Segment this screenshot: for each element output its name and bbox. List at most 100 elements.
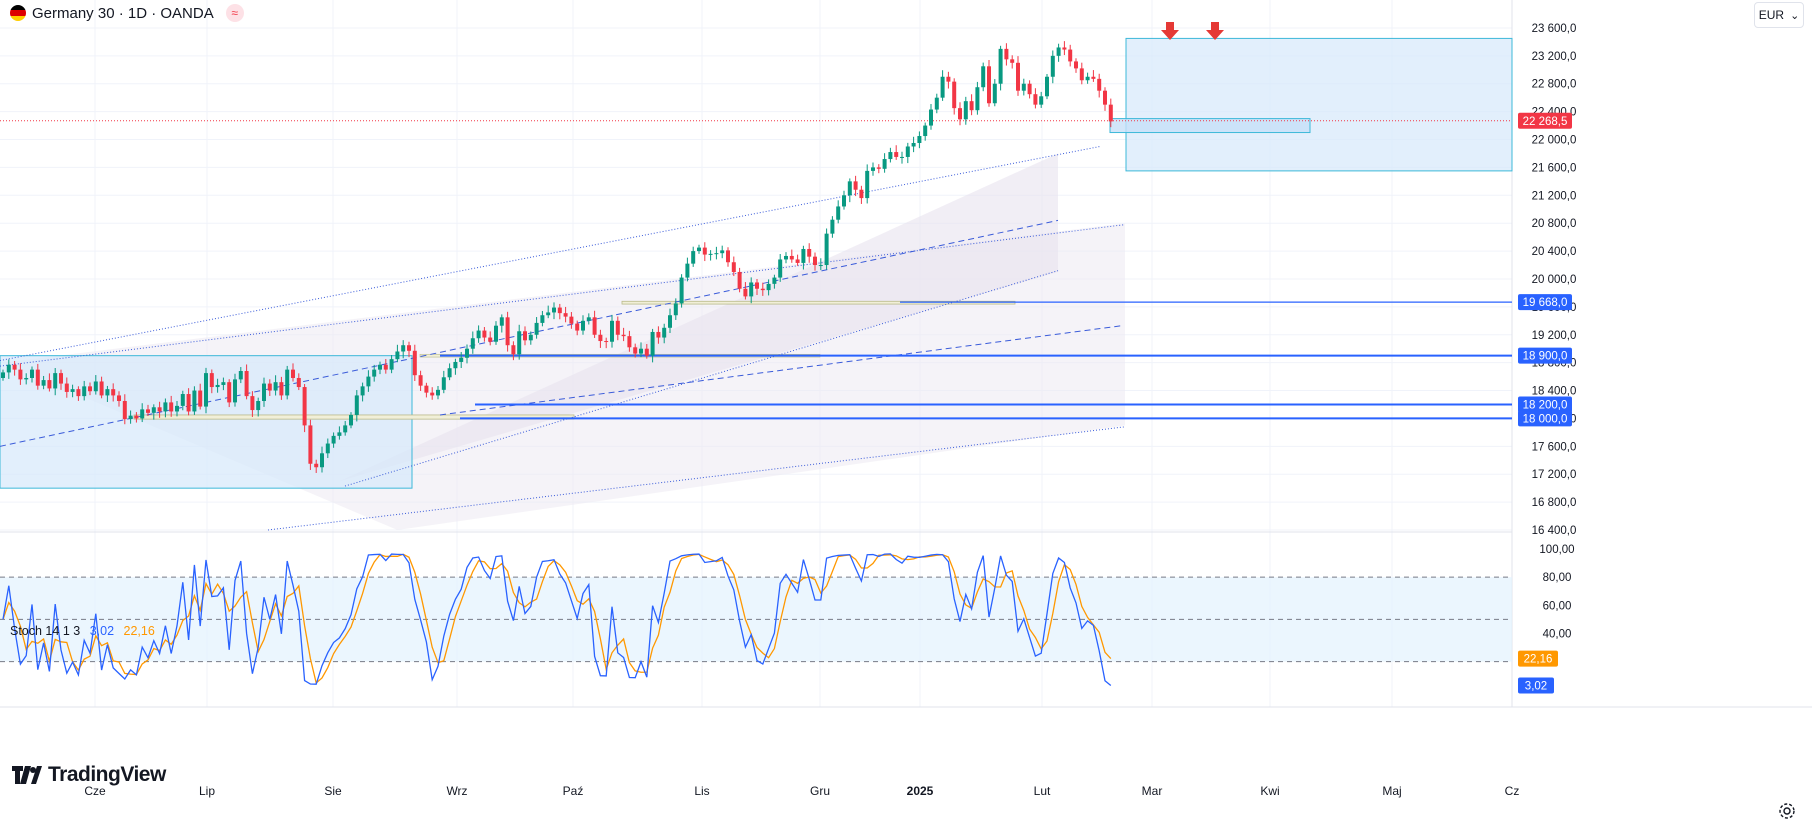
candle bbox=[1085, 72, 1090, 84]
price-tick-label: 17 200,0 bbox=[1532, 469, 1577, 481]
candle bbox=[720, 245, 725, 259]
currency-selector[interactable]: EUR ⌄ bbox=[1754, 2, 1804, 28]
candle-body bbox=[1103, 90, 1107, 105]
candle bbox=[128, 410, 133, 424]
candle-body bbox=[175, 405, 179, 412]
candle-body bbox=[1108, 104, 1113, 122]
price-tick-label: 23 600,0 bbox=[1532, 23, 1577, 35]
symbol-header[interactable]: Germany 30 · 1D · OANDA ≈ bbox=[10, 4, 244, 22]
candle bbox=[134, 412, 139, 423]
time-axis-label: Paź bbox=[563, 784, 584, 798]
candle bbox=[668, 308, 672, 334]
candle bbox=[789, 249, 794, 263]
candle bbox=[47, 373, 52, 392]
candle-body bbox=[453, 361, 458, 369]
candle-body bbox=[1039, 96, 1044, 105]
candle-body bbox=[534, 322, 539, 335]
candle bbox=[702, 242, 707, 262]
candle-body bbox=[1045, 76, 1049, 97]
price-tick-label: 20 800,0 bbox=[1532, 218, 1577, 230]
gear-icon[interactable] bbox=[1778, 802, 1796, 820]
candle-body bbox=[35, 369, 40, 386]
candle-body bbox=[644, 348, 649, 356]
candle-body bbox=[122, 401, 127, 420]
chevron-down-icon: ⌄ bbox=[1790, 9, 1800, 22]
candle bbox=[157, 401, 162, 418]
candle-body bbox=[946, 76, 951, 82]
candle bbox=[256, 397, 261, 417]
arrow-down-icon bbox=[1161, 22, 1179, 40]
candle-body bbox=[262, 383, 266, 401]
candle-body bbox=[743, 288, 748, 297]
stoch-tick-label: 60,00 bbox=[1543, 600, 1572, 612]
candle-body bbox=[795, 259, 800, 263]
candle bbox=[343, 421, 348, 436]
candle bbox=[807, 243, 812, 263]
candle bbox=[320, 446, 324, 473]
candle bbox=[830, 216, 835, 238]
candle-body bbox=[47, 380, 52, 389]
time-axis-label: 2025 bbox=[907, 784, 934, 798]
candle bbox=[1016, 56, 1020, 96]
candle bbox=[836, 200, 841, 224]
candle bbox=[685, 257, 690, 282]
candle-body bbox=[1027, 83, 1032, 95]
candle-body bbox=[627, 336, 632, 348]
candle-body bbox=[813, 256, 817, 266]
candle bbox=[1091, 70, 1096, 82]
candle bbox=[1056, 43, 1061, 62]
tradingview-logo[interactable]: TradingView bbox=[12, 763, 166, 787]
candle-body bbox=[784, 255, 788, 260]
candle-body bbox=[1021, 83, 1026, 91]
candle bbox=[673, 298, 678, 320]
candle bbox=[650, 328, 655, 363]
candle-body bbox=[731, 262, 736, 272]
time-axis-label: Sie bbox=[324, 784, 342, 798]
level-label: 18 900,0 bbox=[1523, 351, 1568, 363]
candle bbox=[285, 365, 290, 400]
candle-body bbox=[1085, 76, 1090, 81]
candle bbox=[552, 302, 556, 320]
candle-body bbox=[940, 76, 945, 98]
candle-body bbox=[517, 331, 522, 355]
candle bbox=[163, 398, 168, 418]
candle bbox=[749, 277, 754, 304]
candle-body bbox=[1056, 47, 1061, 56]
candle-body bbox=[204, 373, 208, 407]
candle-body bbox=[610, 320, 614, 342]
candle bbox=[186, 388, 191, 416]
candle bbox=[581, 315, 585, 335]
candle-body bbox=[488, 337, 493, 342]
candle-body bbox=[273, 382, 278, 391]
candle-body bbox=[134, 415, 139, 419]
candle bbox=[267, 379, 272, 396]
candle-body bbox=[726, 250, 730, 263]
candle bbox=[546, 305, 551, 319]
candle bbox=[244, 364, 249, 400]
candle bbox=[180, 390, 185, 411]
candle bbox=[198, 383, 203, 410]
candle bbox=[111, 383, 116, 402]
candle-body bbox=[41, 380, 46, 386]
candle-body bbox=[888, 152, 893, 160]
market-status-icon[interactable]: ≈ bbox=[225, 4, 244, 22]
candle bbox=[911, 136, 916, 153]
candle bbox=[1103, 87, 1107, 111]
stoch-tick-label: 40,00 bbox=[1543, 628, 1572, 640]
candle bbox=[679, 274, 684, 308]
candle bbox=[691, 246, 696, 267]
candle bbox=[946, 71, 951, 89]
level-label-bg bbox=[1518, 396, 1572, 413]
candle-body bbox=[650, 331, 655, 356]
level-label: 18 200,0 bbox=[1523, 399, 1568, 411]
candle bbox=[818, 258, 823, 271]
candle-body bbox=[737, 272, 742, 289]
candle bbox=[1062, 41, 1067, 56]
candle bbox=[540, 310, 545, 327]
stoch-legend[interactable]: Stoch 14 1 3 3,02 22,16 bbox=[10, 624, 155, 638]
candle bbox=[1097, 73, 1102, 98]
symbol-title[interactable]: Germany 30 · 1D · OANDA bbox=[32, 4, 214, 22]
candle-body bbox=[1033, 94, 1038, 105]
candle bbox=[1027, 80, 1032, 99]
